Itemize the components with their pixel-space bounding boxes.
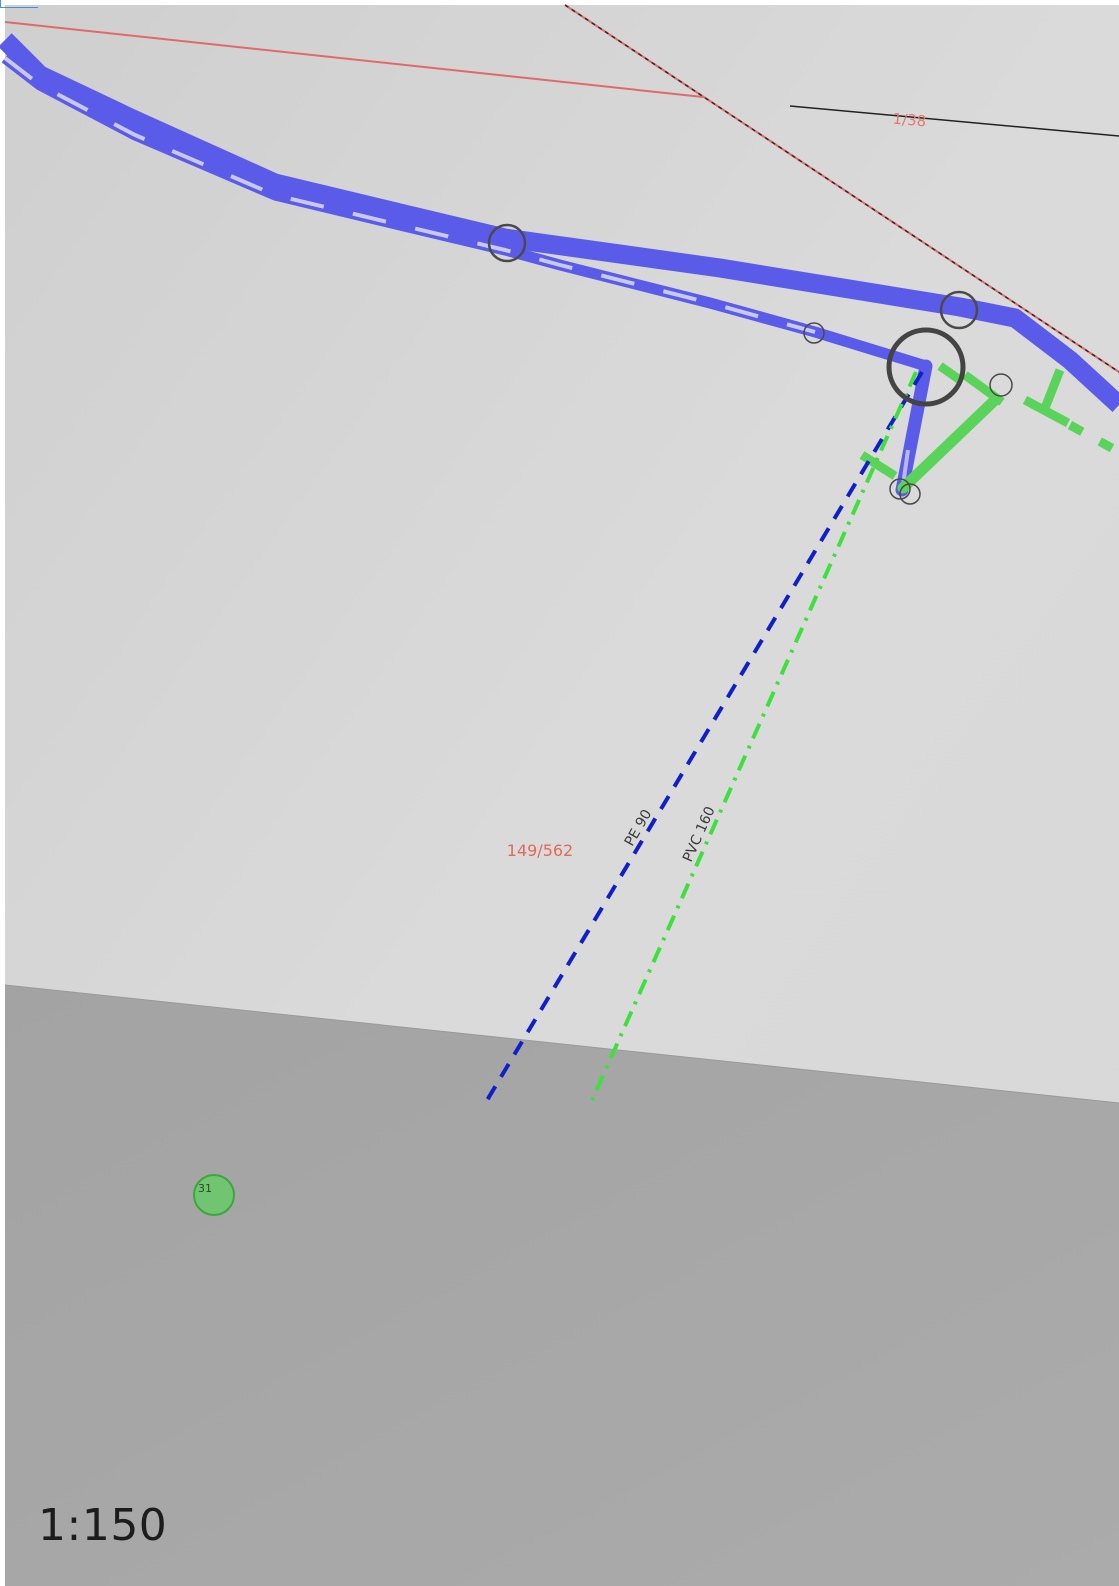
- gas-branch-dash-overlay: [3, 56, 816, 334]
- sewer-pipe-pvc160[interactable]: [587, 371, 918, 1108]
- sewer-main-tick: [859, 451, 898, 480]
- parcel-boundary-line: [4, 21, 704, 98]
- pipe-node-circle-small[interactable]: [889, 478, 911, 500]
- point-marker[interactable]: [193, 1174, 235, 1216]
- pipe-node-circle-small[interactable]: [989, 373, 1013, 397]
- pipe-node-circle-small[interactable]: [899, 483, 921, 505]
- sewer-main-segment[interactable]: [897, 394, 1001, 494]
- pipe-node-circle-small[interactable]: [803, 322, 825, 344]
- water-pipe-pe90[interactable]: [481, 370, 924, 1109]
- sewer-main-segment[interactable]: [1040, 368, 1065, 410]
- gas-main-pipe[interactable]: [0, 33, 1119, 412]
- road-area: [5, 985, 1119, 1586]
- frame-corner-mark: [0, 0, 38, 8]
- thin-black-line: [789, 105, 1119, 137]
- sewer-main-tick: [962, 371, 1005, 406]
- pipe-node-circle[interactable]: [487, 223, 527, 263]
- map-scale-label: 1:150: [38, 1500, 168, 1551]
- road-edge-line: [4, 984, 1119, 1104]
- sewer-main-tick: [937, 362, 963, 384]
- parcel-label-main: 149/562: [507, 841, 573, 860]
- parcel-boundary-dashed-overlay: [564, 4, 1119, 373]
- parcel-label-upper: 1/38: [892, 110, 927, 131]
- pipe-node-circle-large[interactable]: [886, 327, 966, 407]
- sewer-main-tick: [1022, 396, 1071, 427]
- point-marker-label: 31: [198, 1182, 212, 1195]
- sewer-main-segment[interactable]: [1067, 421, 1119, 456]
- pipe-node-circle[interactable]: [939, 290, 979, 330]
